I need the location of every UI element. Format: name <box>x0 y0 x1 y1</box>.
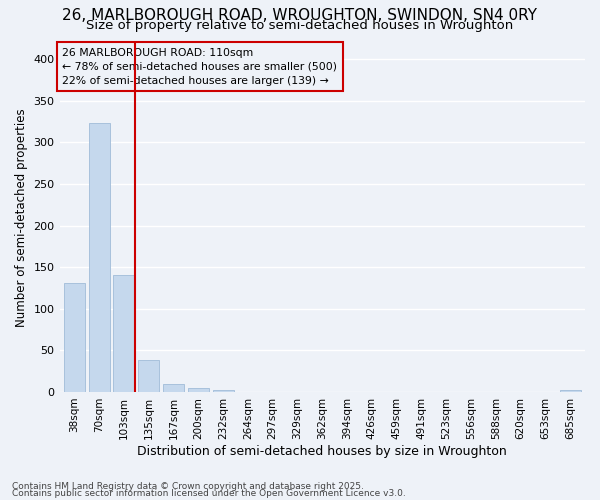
Text: Size of property relative to semi-detached houses in Wroughton: Size of property relative to semi-detach… <box>86 18 514 32</box>
Text: Contains public sector information licensed under the Open Government Licence v3: Contains public sector information licen… <box>12 490 406 498</box>
Bar <box>560 390 581 392</box>
Bar <box>89 123 110 392</box>
Bar <box>188 388 209 392</box>
Bar <box>113 276 134 392</box>
Bar <box>163 384 184 392</box>
Text: Contains HM Land Registry data © Crown copyright and database right 2025.: Contains HM Land Registry data © Crown c… <box>12 482 364 491</box>
Bar <box>212 390 233 392</box>
Text: 26, MARLBOROUGH ROAD, WROUGHTON, SWINDON, SN4 0RY: 26, MARLBOROUGH ROAD, WROUGHTON, SWINDON… <box>62 8 538 22</box>
Bar <box>64 283 85 392</box>
Bar <box>138 360 160 392</box>
X-axis label: Distribution of semi-detached houses by size in Wroughton: Distribution of semi-detached houses by … <box>137 444 507 458</box>
Y-axis label: Number of semi-detached properties: Number of semi-detached properties <box>15 108 28 326</box>
Text: 26 MARLBOROUGH ROAD: 110sqm
← 78% of semi-detached houses are smaller (500)
22% : 26 MARLBOROUGH ROAD: 110sqm ← 78% of sem… <box>62 48 337 86</box>
